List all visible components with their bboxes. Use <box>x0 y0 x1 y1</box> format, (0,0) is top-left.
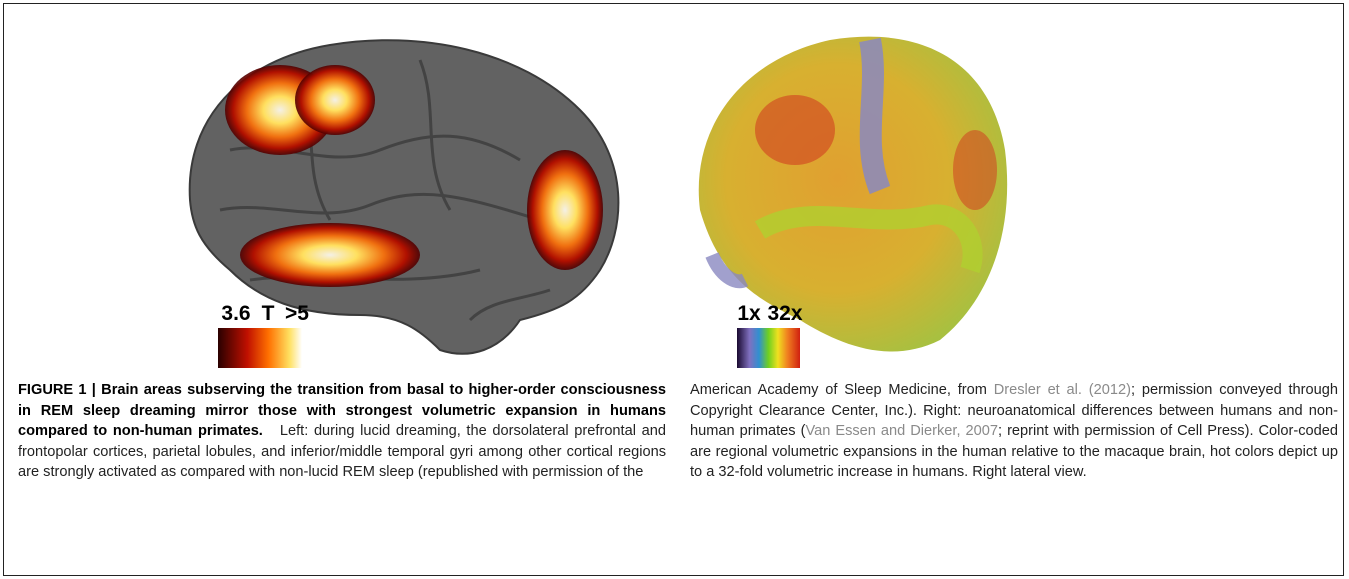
caption-left: FIGURE 1 | Brain areas subserving the tr… <box>18 380 666 483</box>
scale-max: 32x <box>767 302 802 325</box>
figure-images: 3.6 T >5 1x 32x <box>0 0 1349 375</box>
scale-min: 1x <box>737 302 761 325</box>
color-scale-bar <box>218 328 302 368</box>
caption-right: American Academy of Sleep Medicine, from… <box>690 380 1338 483</box>
scale-min: 3.6 <box>221 302 250 325</box>
left-brain: 3.6 T >5 <box>190 40 619 368</box>
caption-text: American Academy of Sleep Medicine, from <box>690 382 987 398</box>
scale-unit: T <box>262 302 275 325</box>
right-brain: 1x 32x <box>699 37 1007 368</box>
caption-label: FIGURE 1 | <box>18 382 96 398</box>
scale-max: >5 <box>285 302 309 325</box>
citation-link[interactable]: Dresler et al. (2012) <box>994 382 1131 398</box>
color-scale-bar <box>737 328 800 368</box>
citation-link[interactable]: Van Essen and Dierker, 2007 <box>805 423 998 439</box>
